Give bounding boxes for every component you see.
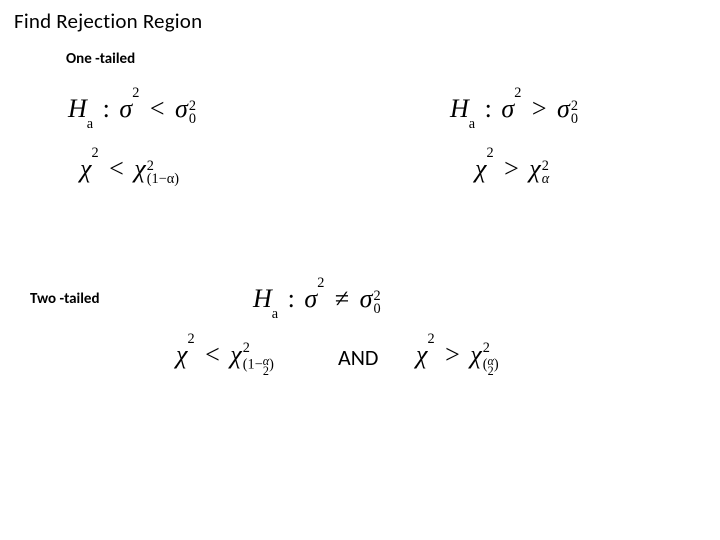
paren-close: )	[494, 357, 499, 373]
sym-two: 2	[486, 145, 493, 161]
supsub-chi-1mah: 2 (1−α2)	[243, 342, 274, 376]
sym-a: a	[87, 116, 93, 132]
sym-two: 2	[514, 85, 521, 101]
formula-chi-two-gt: χ2 > χ 2 (α2)	[416, 340, 499, 374]
op-gt: >	[528, 94, 551, 123]
supsub-20: 20	[189, 100, 196, 126]
paren-close: )	[269, 357, 274, 373]
supsub-chi-ah: 2 (α2)	[483, 342, 499, 376]
sym-chi: χ	[230, 340, 241, 369]
sym-chi: χ	[134, 154, 145, 183]
sym-chi: χ	[475, 154, 486, 183]
sym-colon: :	[482, 94, 495, 123]
label-one-tailed: One -tailed	[66, 50, 135, 68]
op-lt: <	[146, 94, 169, 123]
sym-sigma: σ	[304, 284, 317, 313]
sym-chi: χ	[470, 340, 481, 369]
sym-H: H	[450, 94, 469, 123]
label-and: AND	[338, 344, 378, 371]
sym-chi: χ	[80, 154, 91, 183]
sym-sigma0: σ	[557, 94, 570, 123]
op-lt: <	[105, 154, 128, 183]
sym-a: a	[272, 306, 278, 322]
sym-colon: :	[100, 94, 113, 123]
formula-chi-gt: χ2 > χ2α	[475, 154, 549, 184]
supsub-20: 20	[571, 100, 578, 126]
formula-chi-two-lt: χ2 < χ 2 (1−α2)	[176, 340, 274, 374]
sym-two: 2	[427, 331, 434, 347]
formula-chi-lt: χ2 < χ2(1−α)	[80, 154, 179, 184]
sym-chi: χ	[416, 340, 427, 369]
formula-ha-gt: Ha : σ2 > σ20	[450, 94, 578, 128]
sym-sigma: σ	[501, 94, 514, 123]
sym-two: 2	[132, 85, 139, 101]
frac-alpha-2: α2	[263, 356, 269, 377]
op-lt: <	[201, 340, 224, 369]
op-ne: ≠	[331, 284, 353, 314]
sym-chi: χ	[529, 154, 540, 183]
sym-colon: :	[285, 284, 298, 313]
frac-alpha-2: α2	[488, 356, 494, 377]
paren-open-1m: (1−	[243, 357, 263, 373]
supsub-chi1ma: 2(1−α)	[147, 160, 179, 186]
sym-a: a	[469, 116, 475, 132]
sym-sigma0: σ	[175, 94, 188, 123]
sym-sigma0: σ	[360, 284, 373, 313]
op-gt: >	[441, 340, 464, 369]
sym-two: 2	[187, 331, 194, 347]
sym-two: 2	[317, 275, 324, 291]
label-two-tailed: Two -tailed	[30, 290, 100, 308]
sym-chi: χ	[176, 340, 187, 369]
formula-ha-lt: Ha : σ2 < σ20	[68, 94, 196, 128]
sym-two: 2	[91, 145, 98, 161]
page-title: Find Rejection Region	[14, 8, 202, 34]
supsub-20: 20	[373, 290, 380, 316]
formula-ha-ne: Ha : σ2 ≠ σ20	[253, 284, 381, 318]
sym-H: H	[253, 284, 272, 313]
sym-sigma: σ	[119, 94, 132, 123]
supsub-chialpha: 2α	[542, 160, 550, 186]
sym-H: H	[68, 94, 87, 123]
op-gt: >	[500, 154, 523, 183]
